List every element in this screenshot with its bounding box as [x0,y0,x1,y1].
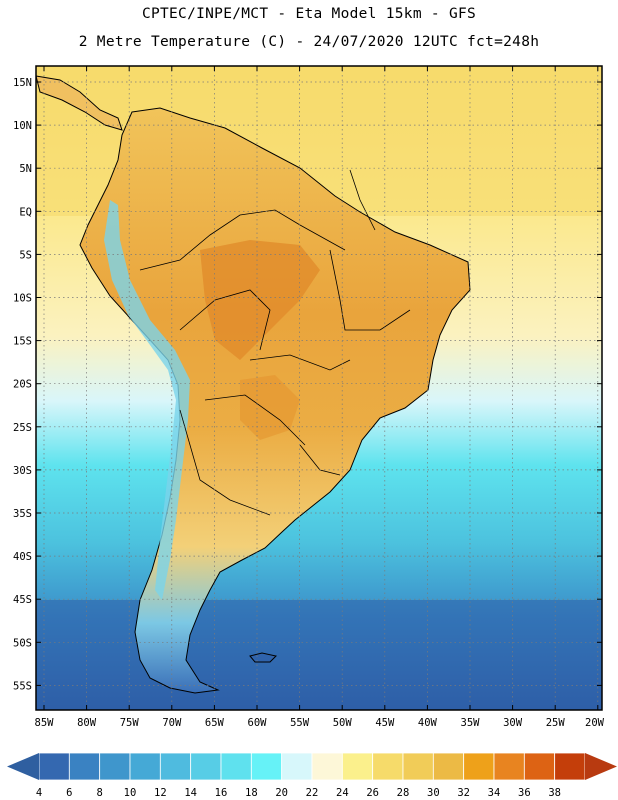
lon-label: 80W [77,717,97,729]
legend-label: 10 [124,787,137,799]
legend-label: 22 [306,787,319,799]
graticule [36,66,602,710]
legend-label: 8 [97,787,103,799]
lat-label: 35S [13,508,32,520]
lon-label: 50W [333,717,353,729]
lon-label: 40W [418,717,438,729]
lat-label: 20S [13,379,32,391]
legend-label: 26 [366,787,379,799]
lon-label: 60W [248,717,268,729]
legend-label: 4 [36,787,42,799]
legend-label: 36 [518,787,531,799]
legend-label: 28 [397,787,410,799]
lat-label: 45S [13,594,32,606]
lon-label: 20W [585,717,605,729]
lon-label: 55W [290,717,310,729]
southern-ocean-band [36,600,602,710]
lon-label: 35W [461,717,481,729]
legend-label: 24 [336,787,349,799]
lon-label: 25W [546,717,566,729]
latitude-axis: 15N 10N 5N EQ 5S 10S 15S 20S 25S 30S 35S 40S 45S 50S 5… [13,77,602,692]
legend-label: 32 [457,787,470,799]
lat-label: 55S [13,680,32,692]
legend-swatch [250,752,283,781]
lat-label: 30S [13,465,32,477]
legend-label: 6 [66,787,72,799]
lat-label: 5N [19,163,32,175]
lon-label: 70W [162,717,182,729]
legend-swatch [159,752,192,781]
title-line-1: CPTEC/INPE/MCT - Eta Model 15km - GFS [141,6,477,22]
lon-label: 85W [35,717,55,729]
lon-label: 45W [375,717,395,729]
legend-low-arrow [7,753,39,780]
lat-label: 50S [13,637,32,649]
legend-swatch [402,752,434,781]
lat-label: 25S [13,422,32,434]
lat-label: 15N [13,77,32,89]
lon-label: 30W [503,717,523,729]
legend-label: 20 [275,787,288,799]
lat-label: 10S [13,293,32,305]
country-borders [139,169,411,516]
andes-cold-strip [104,200,190,600]
legend-swatch [523,752,556,781]
lat-label: 10N [13,120,32,132]
legend-swatch [341,752,374,781]
legend-label: 34 [488,787,501,799]
legend-label: 38 [548,787,561,799]
legend-swatch [281,752,313,781]
legend-swatch [493,752,525,781]
color-legend: 4 6 8 10 12 14 16 18 20 22 24 26 28 30 32 34 36 38 [7,752,617,799]
legend-label: 30 [427,787,440,799]
lon-label: 65W [205,717,225,729]
legend-high-arrow [585,753,617,780]
legend-swatch [68,752,101,781]
legend-swatch [372,752,404,781]
legend-swatch [99,752,131,781]
longitude-axis: 85W 80W 75W 70W 65W 60W 55W 50W 45W 40W 35W 30W 25W 2… [35,66,605,729]
title-line-2: 2 Metre Temperature (C) - 24/07/2020 12U… [78,34,540,50]
central-america-land [36,75,123,131]
legend-label: 12 [154,787,167,799]
lat-label: EQ [19,206,32,218]
hot-south-interior [240,375,300,440]
legend-swatch [220,752,252,781]
lat-label: 40S [13,551,32,563]
falkland-islands [249,652,278,663]
legend-swatch [190,752,222,781]
legend-label: 18 [245,787,258,799]
legend-label: 14 [184,787,197,799]
lat-label: 5S [19,249,32,261]
lon-label: 75W [120,717,140,729]
legend-swatch [463,752,495,781]
legend-swatch [38,752,70,781]
legend-swatch [311,752,343,781]
legend-label: 16 [215,787,228,799]
lat-label: 15S [13,336,32,348]
legend-swatch [432,752,465,781]
legend-swatch [129,752,161,781]
legend-swatch [554,752,586,781]
map-frame [35,65,603,711]
